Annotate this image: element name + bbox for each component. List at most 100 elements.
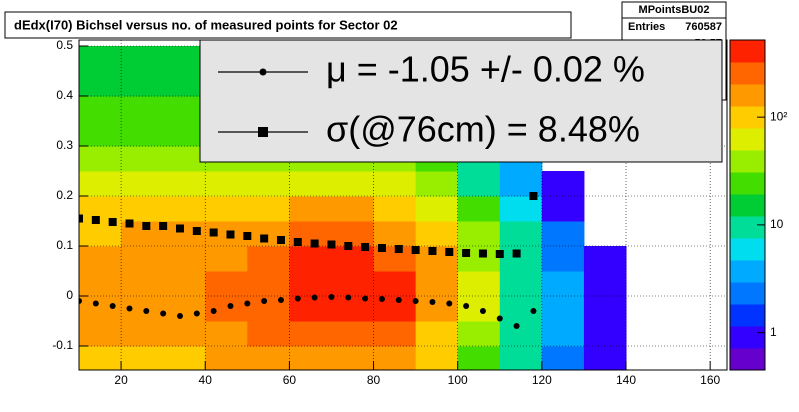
- heatmap-cell: [205, 171, 248, 197]
- heatmap-cell: [121, 121, 164, 147]
- point: [496, 315, 503, 322]
- point: [394, 245, 403, 253]
- heatmap-cell: [163, 96, 206, 122]
- heatmap-cell: [331, 321, 375, 347]
- point: [429, 299, 436, 305]
- x-tick-label: 140: [616, 373, 636, 387]
- z-tick-label: 10: [770, 217, 784, 231]
- point: [260, 234, 269, 243]
- heatmap-cell: [457, 321, 501, 347]
- heatmap-cell: [499, 246, 543, 272]
- heatmap-cell: [247, 246, 290, 272]
- point: [311, 294, 318, 301]
- heatmap-cell: [163, 196, 206, 222]
- legend-marker: [258, 127, 268, 137]
- point: [176, 313, 183, 319]
- point: [159, 222, 168, 230]
- color-swatch: [730, 172, 765, 195]
- point: [362, 295, 369, 302]
- color-swatch: [730, 128, 765, 151]
- heatmap-cell: [499, 321, 543, 347]
- heatmap-cell: [121, 96, 164, 122]
- heatmap-cell: [499, 271, 543, 297]
- heatmap-cell: [499, 196, 543, 222]
- heatmap-cell: [331, 346, 375, 370]
- point: [108, 218, 117, 226]
- heatmap-cell: [289, 321, 332, 347]
- point: [411, 246, 420, 254]
- heatmap-cell: [205, 271, 248, 297]
- heatmap-cell: [121, 321, 164, 347]
- point: [445, 248, 454, 256]
- heatmap-cell: [79, 121, 122, 147]
- x-tick-label: 100: [448, 373, 468, 387]
- heatmap-cell: [79, 271, 122, 297]
- point: [126, 305, 133, 312]
- heatmap-cell: [247, 321, 290, 347]
- point: [91, 216, 100, 224]
- heatmap-cell: [79, 96, 122, 122]
- heatmap-cell: [79, 146, 122, 172]
- heatmap-cell: [499, 221, 543, 247]
- heatmap-cell: [163, 246, 206, 272]
- heatmap-cell: [121, 346, 164, 370]
- heatmap-cell: [457, 296, 501, 322]
- color-swatch: [730, 260, 765, 283]
- heatmap-cell: [457, 171, 501, 197]
- heatmap-cell: [415, 171, 459, 197]
- heatmap-cell: [331, 196, 375, 222]
- heatmap-cell: [583, 321, 627, 347]
- heatmap-cell: [163, 171, 206, 197]
- point: [512, 249, 521, 258]
- color-swatch: [730, 216, 765, 239]
- heatmap-cell: [541, 271, 585, 297]
- heatmap-cell: [373, 171, 417, 197]
- y-tick-label: 0.3: [56, 138, 73, 152]
- color-swatch: [730, 40, 765, 63]
- heatmap-cell: [541, 171, 585, 197]
- heatmap-cell: [499, 346, 543, 370]
- heatmap-cell: [79, 321, 122, 347]
- point: [143, 308, 150, 314]
- heatmap-cell: [583, 296, 627, 322]
- heatmap-cell: [541, 321, 585, 347]
- point: [244, 300, 251, 307]
- point: [345, 294, 352, 301]
- point: [92, 300, 99, 307]
- heatmap-cell: [541, 246, 585, 272]
- point: [192, 227, 201, 235]
- heatmap-cell: [205, 196, 248, 222]
- y-tick-label: -0.1: [52, 338, 73, 352]
- point: [479, 308, 486, 314]
- point: [377, 244, 386, 252]
- point: [227, 303, 234, 309]
- stats-value: 760587: [685, 21, 722, 33]
- heatmap-cell: [583, 246, 627, 272]
- heatmap-cell: [163, 296, 206, 322]
- heatmap-cell: [79, 246, 122, 272]
- legend-label: σ(@76cm) = 8.48%: [326, 109, 640, 150]
- legend: μ = -1.05 +/- 0.02 % σ(@76cm) = 8.48%: [199, 39, 723, 163]
- point: [160, 310, 167, 317]
- point: [175, 224, 184, 233]
- point: [79, 298, 82, 304]
- heatmap-cell: [541, 346, 585, 370]
- y-tick-label: 0.1: [56, 238, 73, 252]
- point: [209, 228, 218, 237]
- heatmap-cell: [121, 246, 164, 272]
- heatmap-cell: [163, 346, 206, 370]
- point: [495, 250, 504, 258]
- point: [226, 230, 235, 239]
- heatmap-cell: [373, 196, 417, 222]
- point: [328, 294, 335, 300]
- point: [462, 249, 471, 257]
- z-tick-label: 10²: [770, 109, 787, 123]
- point: [446, 300, 453, 307]
- x-tick-label: 120: [532, 373, 552, 387]
- heatmap-cell: [121, 196, 164, 222]
- color-swatch: [730, 62, 765, 85]
- heatmap-cell: [541, 296, 585, 322]
- heatmap-cell: [79, 296, 122, 322]
- point: [276, 236, 285, 244]
- point: [293, 238, 302, 246]
